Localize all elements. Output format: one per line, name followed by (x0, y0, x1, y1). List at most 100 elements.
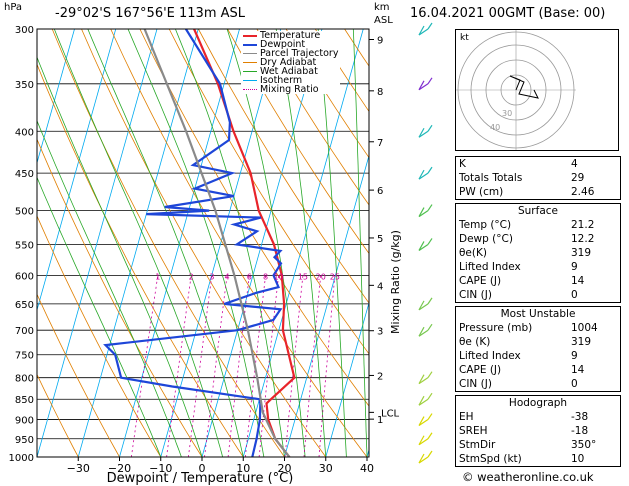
km-tick-label: 7 (377, 138, 383, 149)
temperature-series-line (193, 29, 296, 457)
hodograph-ring-label: 40 (490, 123, 500, 132)
index-value: 319 (571, 336, 592, 348)
datetime-title: 16.04.2021 00GMT (Base: 00) (410, 6, 606, 21)
index-value: 12.2 (571, 233, 595, 245)
index-label: PW (cm) (459, 186, 504, 198)
legend-swatch (243, 34, 257, 37)
wind-barb-icon (418, 413, 433, 427)
wet-adiabat-line (37, 56, 203, 457)
index-value: 21.2 (571, 219, 595, 231)
mixing-ratio-axis-title: Mixing Ratio (g/kg) (389, 230, 402, 334)
hodograph-unit-label: kt (460, 33, 469, 43)
legend-swatch (243, 80, 257, 81)
isotherm-line (242, 29, 364, 457)
mixing-ratio-label: 2 (189, 272, 194, 281)
parcel-trajectory-series-line (143, 29, 291, 457)
asl-unit-label: ASL (374, 15, 393, 26)
x-tick-label: −30 (67, 462, 90, 475)
legend-label: Parcel Trajectory (260, 48, 339, 59)
isotherm-line (37, 29, 158, 457)
index-value: 4 (571, 158, 578, 170)
legend-item: Mixing Ratio (243, 85, 338, 94)
index-row: θe(K) 319 (456, 246, 620, 260)
index-label: Totals Totals (459, 172, 523, 184)
indices-box: K 4 Totals Totals 29 PW (cm) 2.46 (455, 156, 621, 200)
most-unstable-title: Most Unstable (500, 308, 576, 320)
pressure-tick-label: 650 (15, 300, 34, 311)
mixing-ratio-label: 10 (273, 272, 283, 281)
isotherm-line (77, 29, 199, 457)
km-tick-label: 1 (377, 415, 383, 426)
x-tick-label: −10 (149, 462, 172, 475)
index-row: Temp (°C) 21.2 (456, 218, 620, 232)
mixing-ratio-line (166, 275, 192, 457)
mixing-ratio-label: 6 (247, 272, 252, 281)
wet-adiabat-line (37, 119, 182, 457)
index-row: PW (cm) 2.46 (456, 185, 620, 199)
pressure-tick-label: 750 (15, 351, 34, 362)
index-row: CIN (J) 0 (456, 377, 620, 391)
legend-label: Temperature (260, 30, 321, 41)
index-value: 0 (571, 289, 578, 301)
index-value: 10 (571, 453, 585, 465)
index-row: SREH -18 (456, 424, 620, 438)
pressure-tick-label: 450 (15, 169, 34, 180)
index-label: EH (459, 411, 474, 423)
x-tick-label: 0 (199, 462, 206, 475)
km-tick-label: 4 (377, 281, 383, 292)
mixing-ratio-line (204, 275, 228, 457)
index-label: K (459, 158, 466, 170)
legend-swatch (243, 89, 257, 90)
copyright-watermark: © weatheronline.co.uk (462, 470, 594, 484)
index-label: Pressure (mb) (459, 322, 533, 334)
index-value: -18 (571, 425, 589, 437)
wet-adiabat-line (275, 29, 327, 457)
x-tick-label: 30 (319, 462, 333, 475)
legend-item: Dewpoint (243, 40, 338, 49)
wind-barb-icon (418, 124, 433, 138)
km-tick-label: 2 (377, 371, 383, 382)
mixing-ratio-line (227, 275, 250, 457)
dry-adiabat-line (37, 293, 120, 457)
index-label: CIN (J) (459, 378, 492, 390)
legend-label: Mixing Ratio (260, 84, 319, 95)
index-value: 1004 (571, 322, 598, 334)
dry-adiabat-line (37, 63, 244, 457)
axes: 1 2 3 4 6 8 10 15 20 2530035040045050055060065070… (9, 25, 400, 475)
index-label: Lifted Index (459, 350, 521, 362)
wind-barb-icon (418, 238, 433, 251)
index-label: Lifted Index (459, 261, 521, 273)
isotherm-line (325, 301, 369, 457)
wind-barb-icon (418, 166, 433, 180)
x-tick-label: −20 (108, 462, 131, 475)
index-value: 9 (571, 261, 578, 273)
index-value: 29 (571, 172, 585, 184)
index-label: θe(K) (459, 247, 487, 259)
dry-adiabat-line (37, 138, 203, 457)
legend-swatch (243, 53, 257, 54)
index-label: θe (K) (459, 336, 491, 348)
legend-item: Temperature (243, 31, 338, 40)
pressure-tick-label: 550 (15, 240, 34, 251)
index-value: -38 (571, 411, 589, 423)
location-title: -29°02'S 167°56'E 113m ASL (55, 6, 246, 21)
x-axis-title: Dewpoint / Temperature (°C) (107, 471, 294, 486)
index-value: 2.46 (571, 186, 595, 198)
legend-label: Dewpoint (260, 39, 306, 50)
dry-adiabat-line (227, 29, 369, 255)
lcl-label: LCL (381, 408, 400, 419)
legend-swatch (243, 62, 257, 63)
pressure-tick-label: 600 (15, 271, 34, 282)
index-label: CIN (J) (459, 289, 492, 301)
mixing-ratio-line (130, 275, 159, 457)
surface-title: Surface (517, 205, 558, 217)
wet-adiabat-line (37, 176, 162, 457)
km-tick-label: 8 (377, 87, 383, 98)
wet-adiabat-line (53, 29, 223, 457)
legend-swatch (243, 43, 257, 46)
dry-adiabat-line (139, 29, 369, 407)
index-label: StmDir (459, 439, 496, 451)
pressure-tick-label: 900 (15, 416, 34, 427)
wet-adiabat-line (352, 29, 368, 457)
